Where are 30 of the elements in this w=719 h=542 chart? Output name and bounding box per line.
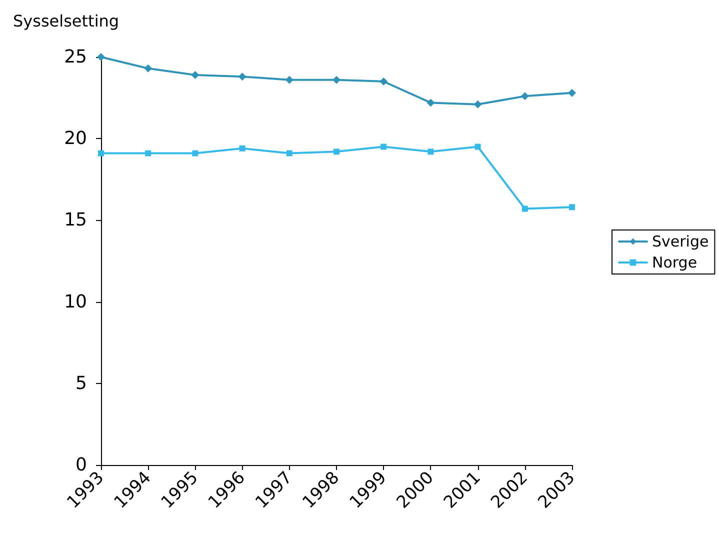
point [568,88,576,97]
y-tick-label: 10 [64,291,87,312]
point [192,150,198,156]
point [474,100,482,108]
point [380,77,388,86]
y-tick-label: 15 [64,210,87,231]
point [98,150,104,156]
point [426,98,435,107]
point [380,144,387,150]
point [332,76,340,84]
y-axis-title: Sysselsetting [13,12,120,30]
point [428,148,434,155]
legend-label: Norge [652,254,698,272]
point [238,72,246,81]
legend-label: Sverige [652,232,709,250]
y-tick-label: 0 [76,454,87,476]
point [286,150,292,156]
point [569,204,575,210]
point [520,92,529,100]
y-tick-label: 5 [76,372,87,394]
point [145,150,152,156]
y-tick-label: 25 [64,46,87,68]
point [334,148,340,155]
point [144,64,152,72]
point [239,145,246,152]
point [522,206,528,212]
point [285,76,294,84]
y-tick-label: 20 [64,128,87,150]
point [474,144,481,150]
point [191,70,200,79]
